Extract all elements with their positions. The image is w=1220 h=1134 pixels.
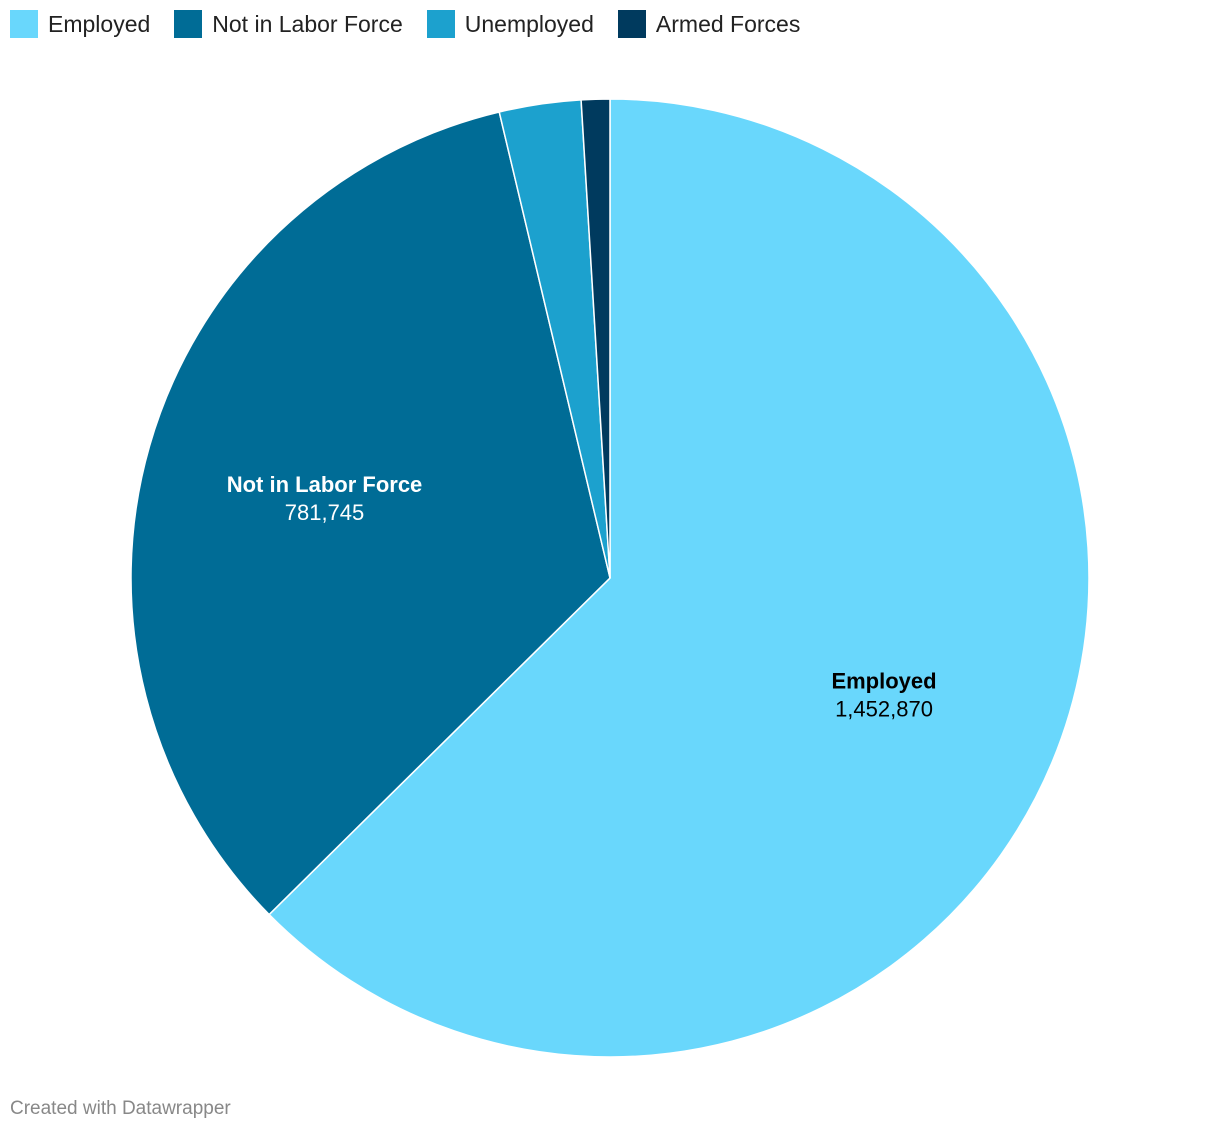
legend-label-employed: Employed	[48, 10, 151, 37]
pie-slice-not-in-labor-force[interactable]	[130, 111, 611, 916]
legend-swatch-not-in-labor-force	[174, 10, 203, 38]
pie-slices	[130, 98, 1090, 1058]
legend-swatch-unemployed	[426, 10, 455, 38]
data-label-value-employed: 1,452,870	[835, 697, 933, 722]
legend-label-unemployed: Unemployed	[464, 10, 594, 37]
legend-item-employed[interactable]: Employed	[10, 10, 150, 38]
legend-item-unemployed[interactable]: Unemployed	[426, 10, 594, 38]
pie-slice-armed-forces[interactable]	[580, 98, 611, 579]
pie-data-labels: Employed 1,452,870 Not in Labor Force 781,7…	[227, 472, 937, 721]
footer-credit: Created with Datawrapper	[10, 1098, 231, 1119]
legend-swatch-armed-forces	[617, 10, 646, 38]
data-label-value-not-in-labor-force: 781,745	[285, 500, 365, 525]
legend-item-armed-forces[interactable]: Armed Forces	[617, 10, 801, 38]
data-label-name-employed: Employed	[831, 669, 936, 694]
data-label-name-not-in-labor-force: Not in Labor Force	[227, 472, 423, 497]
legend: Employed Not in Labor Force Unemployed A…	[10, 8, 824, 40]
legend-label-armed-forces: Armed Forces	[655, 10, 801, 37]
pie-slice-employed[interactable]	[268, 98, 1090, 1058]
legend-swatch-employed	[10, 10, 38, 38]
legend-label-not-in-labor-force: Not in Labor Force	[212, 10, 403, 37]
legend-item-not-in-labor-force[interactable]: Not in Labor Force	[174, 10, 403, 38]
